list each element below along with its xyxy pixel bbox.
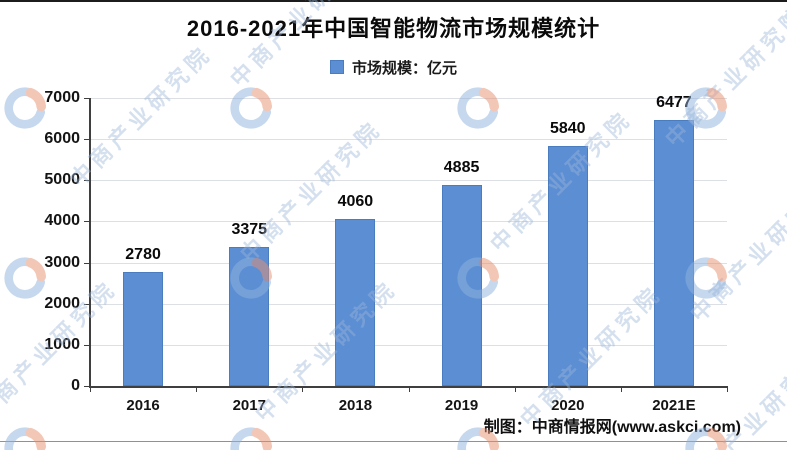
x-axis-label: 2019 [444,397,479,414]
bar-value-label: 4885 [443,159,480,177]
bar-2021E [653,119,694,386]
bar-value-label: 4060 [337,192,374,210]
bar-2020 [547,145,588,386]
y-axis-label: 2000 [44,294,80,312]
y-axis-label: 7000 [44,89,80,106]
x-axis-label: 2020 [551,397,585,414]
y-axis-label: 0 [71,377,80,394]
bar-2016 [123,271,164,386]
legend-label: 市场规模：亿元 [351,59,457,77]
chart-title: 2016-2021年中国智能物流市场规模统计 [186,16,601,41]
gridline [90,180,727,182]
y-axis-tick [84,303,90,305]
legend: 市场规模：亿元 [0,58,787,77]
x-axis-tick [727,386,728,392]
gridline [90,262,727,264]
y-axis-tick [84,180,90,182]
gridline [90,303,727,305]
top-border-line [0,0,787,2]
y-axis-line [89,98,91,386]
x-axis-tick [302,386,304,392]
legend-swatch-icon [329,60,344,74]
x-axis-label: 2017 [232,397,266,414]
bar-value-label: 5840 [549,119,586,137]
y-axis-label: 6000 [44,130,80,148]
gridline [90,221,727,223]
x-axis-tick [196,386,198,392]
bottom-border-line [0,441,787,442]
gridline [90,98,727,99]
bar-2018 [335,218,376,386]
x-axis-tick [514,386,516,392]
y-axis-tick [84,98,90,99]
footer-credit: 制图：中商情报网(www.askci.com) [483,419,741,436]
y-axis-tick [84,221,90,223]
bar-2017 [229,247,270,386]
y-axis-label: 1000 [44,335,80,353]
gridline [90,344,727,346]
y-axis-label: 4000 [44,212,80,230]
y-axis-tick [84,139,90,141]
x-axis-tick [90,386,91,392]
x-axis-tick [620,386,622,392]
x-axis-label: 2021E [652,397,696,414]
bar-value-label: 6477 [656,93,692,111]
y-axis-tick [84,262,90,264]
x-axis-tick [408,386,410,392]
gridline [90,139,727,141]
x-axis-label: 2018 [338,397,373,414]
x-axis-label: 2016 [126,397,160,414]
y-axis-tick [84,386,90,387]
bar-value-label: 3375 [231,221,268,239]
bar-value-label: 2780 [125,245,161,263]
y-axis-label: 5000 [44,171,80,189]
x-axis-line [89,386,727,388]
bar-2019 [441,185,482,386]
y-axis-tick [84,344,90,346]
y-axis-label: 3000 [44,253,80,271]
